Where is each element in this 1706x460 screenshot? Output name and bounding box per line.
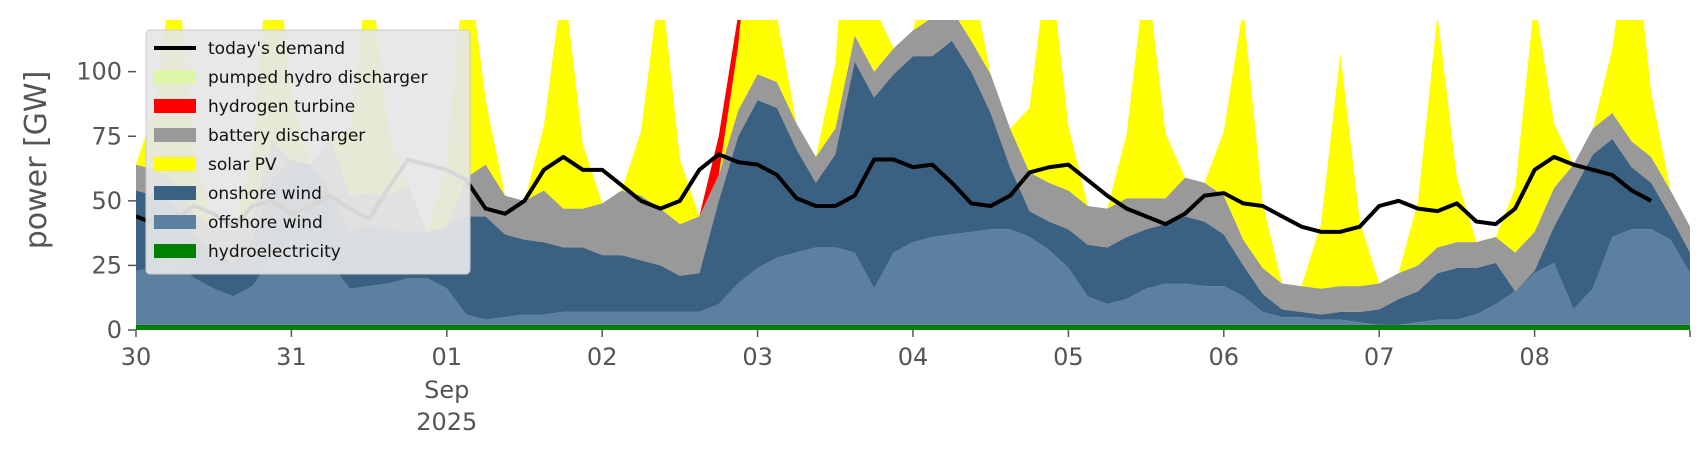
legend-label: onshore wind	[208, 184, 322, 204]
legend-swatch	[154, 244, 196, 258]
area-hydroelectricity	[136, 324, 1690, 330]
legend-label: hydrogen turbine	[208, 97, 355, 117]
y-axis: 0 25 50 75 100	[76, 58, 136, 344]
legend-label: hydroelectricity	[208, 242, 341, 262]
area-onshore-wind	[136, 40, 1690, 325]
y-tick-label: 0	[107, 316, 122, 344]
x-tick-month: Sep	[424, 376, 469, 404]
legend-label: pumped hydro discharger	[208, 68, 427, 88]
x-tick-label: 07	[1364, 343, 1395, 371]
x-tick-label: 08	[1519, 343, 1550, 371]
x-tick-label: 05	[1053, 343, 1084, 371]
x-tick-label: 03	[742, 343, 773, 371]
legend-label: battery discharger	[208, 126, 365, 146]
area-solar-pv	[136, 20, 1690, 289]
x-tick-label: 31	[276, 343, 307, 371]
legend-swatch	[154, 70, 196, 84]
x-tick-label: 30	[121, 343, 152, 371]
y-tick-label: 25	[91, 251, 122, 279]
x-axis: 30 31 01 Sep 2025 02 03 04 05 06 07 08	[121, 330, 1691, 436]
y-tick-label: 100	[76, 58, 122, 86]
legend-label: offshore wind	[208, 213, 323, 233]
legend-label: today's demand	[208, 39, 345, 59]
legend-box	[145, 29, 471, 275]
legend-swatch	[154, 157, 196, 171]
x-tick-label: 01	[432, 343, 463, 371]
x-tick-label: 02	[587, 343, 618, 371]
area-offshore-wind	[136, 229, 1690, 325]
legend-swatch	[154, 128, 196, 142]
legend-swatch	[154, 215, 196, 229]
legend-label: solar PV	[208, 155, 277, 175]
x-tick-year: 2025	[416, 408, 477, 436]
y-tick-label: 75	[91, 122, 122, 150]
y-tick-label: 50	[91, 187, 122, 215]
x-tick-label: 06	[1209, 343, 1240, 371]
y-axis-label: power [GW]	[19, 71, 54, 250]
legend: today's demand pumped hydro discharger hyd…	[145, 29, 471, 275]
legend-swatch	[154, 99, 196, 113]
stacked-area-layer	[136, 20, 1690, 330]
x-tick-label: 04	[898, 343, 929, 371]
legend-swatch	[154, 186, 196, 200]
